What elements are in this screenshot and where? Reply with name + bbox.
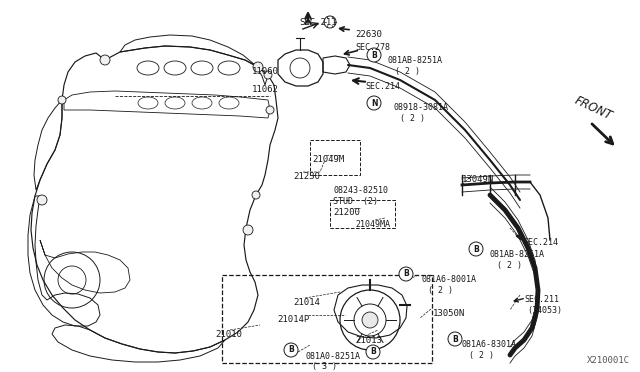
Text: 21049M: 21049M <box>312 155 344 164</box>
Circle shape <box>58 96 66 104</box>
Circle shape <box>367 96 381 110</box>
Text: 08918-3081A: 08918-3081A <box>393 103 448 112</box>
Circle shape <box>264 71 272 79</box>
Text: 11062: 11062 <box>252 85 279 94</box>
Text: 21013: 21013 <box>355 336 382 345</box>
Circle shape <box>469 242 483 256</box>
Bar <box>222 275 432 363</box>
Text: SEC.211: SEC.211 <box>299 18 337 27</box>
Text: B: B <box>370 347 376 356</box>
Text: B: B <box>452 334 458 343</box>
Bar <box>330 200 395 228</box>
Text: ( 2 ): ( 2 ) <box>469 351 494 360</box>
Text: 08243-82510: 08243-82510 <box>333 186 388 195</box>
Text: 21010: 21010 <box>215 330 242 339</box>
Text: 22630: 22630 <box>355 30 382 39</box>
Text: ( 2 ): ( 2 ) <box>497 261 522 270</box>
Text: 081AB-8251A: 081AB-8251A <box>490 250 545 259</box>
Text: B: B <box>288 346 294 355</box>
Circle shape <box>366 345 380 359</box>
Circle shape <box>362 312 378 328</box>
Circle shape <box>284 343 298 357</box>
Circle shape <box>399 267 413 281</box>
Text: 081AB-8251A: 081AB-8251A <box>388 56 443 65</box>
Text: 21049MA: 21049MA <box>355 220 390 229</box>
Text: SEC.214: SEC.214 <box>523 238 558 247</box>
Circle shape <box>243 225 253 235</box>
Text: 21014P: 21014P <box>277 315 309 324</box>
Circle shape <box>37 195 47 205</box>
Text: 13050N: 13050N <box>433 309 465 318</box>
Circle shape <box>367 48 381 62</box>
Text: B: B <box>473 244 479 253</box>
Text: SEC.214: SEC.214 <box>365 82 400 91</box>
Text: SEC.211: SEC.211 <box>524 295 559 304</box>
Text: 21014: 21014 <box>293 298 320 307</box>
Text: 21230: 21230 <box>293 172 320 181</box>
Circle shape <box>266 106 274 114</box>
Text: 21200: 21200 <box>333 208 360 217</box>
Text: B: B <box>403 269 409 279</box>
Text: B: B <box>371 51 377 60</box>
Text: 081A6-8001A: 081A6-8001A <box>421 275 476 284</box>
Circle shape <box>252 191 260 199</box>
Circle shape <box>253 62 263 72</box>
Text: 081A6-8301A: 081A6-8301A <box>462 340 517 349</box>
Text: FRONT: FRONT <box>572 94 614 122</box>
Text: 13049N: 13049N <box>462 175 494 184</box>
Text: ( 3 ): ( 3 ) <box>312 362 337 371</box>
Text: 081A0-8251A: 081A0-8251A <box>305 352 360 361</box>
Text: 11060: 11060 <box>252 67 279 76</box>
Text: (14053): (14053) <box>527 306 562 315</box>
Text: ( 2 ): ( 2 ) <box>400 114 425 123</box>
Circle shape <box>448 332 462 346</box>
Text: N: N <box>371 99 377 108</box>
Bar <box>310 140 360 175</box>
Text: ( 2 ): ( 2 ) <box>395 67 420 76</box>
Circle shape <box>100 55 110 65</box>
Text: X210001C: X210001C <box>587 356 630 365</box>
Text: STUD  (2): STUD (2) <box>333 197 378 206</box>
Text: ( 2 ): ( 2 ) <box>428 286 453 295</box>
Text: SEC.278: SEC.278 <box>355 43 390 52</box>
